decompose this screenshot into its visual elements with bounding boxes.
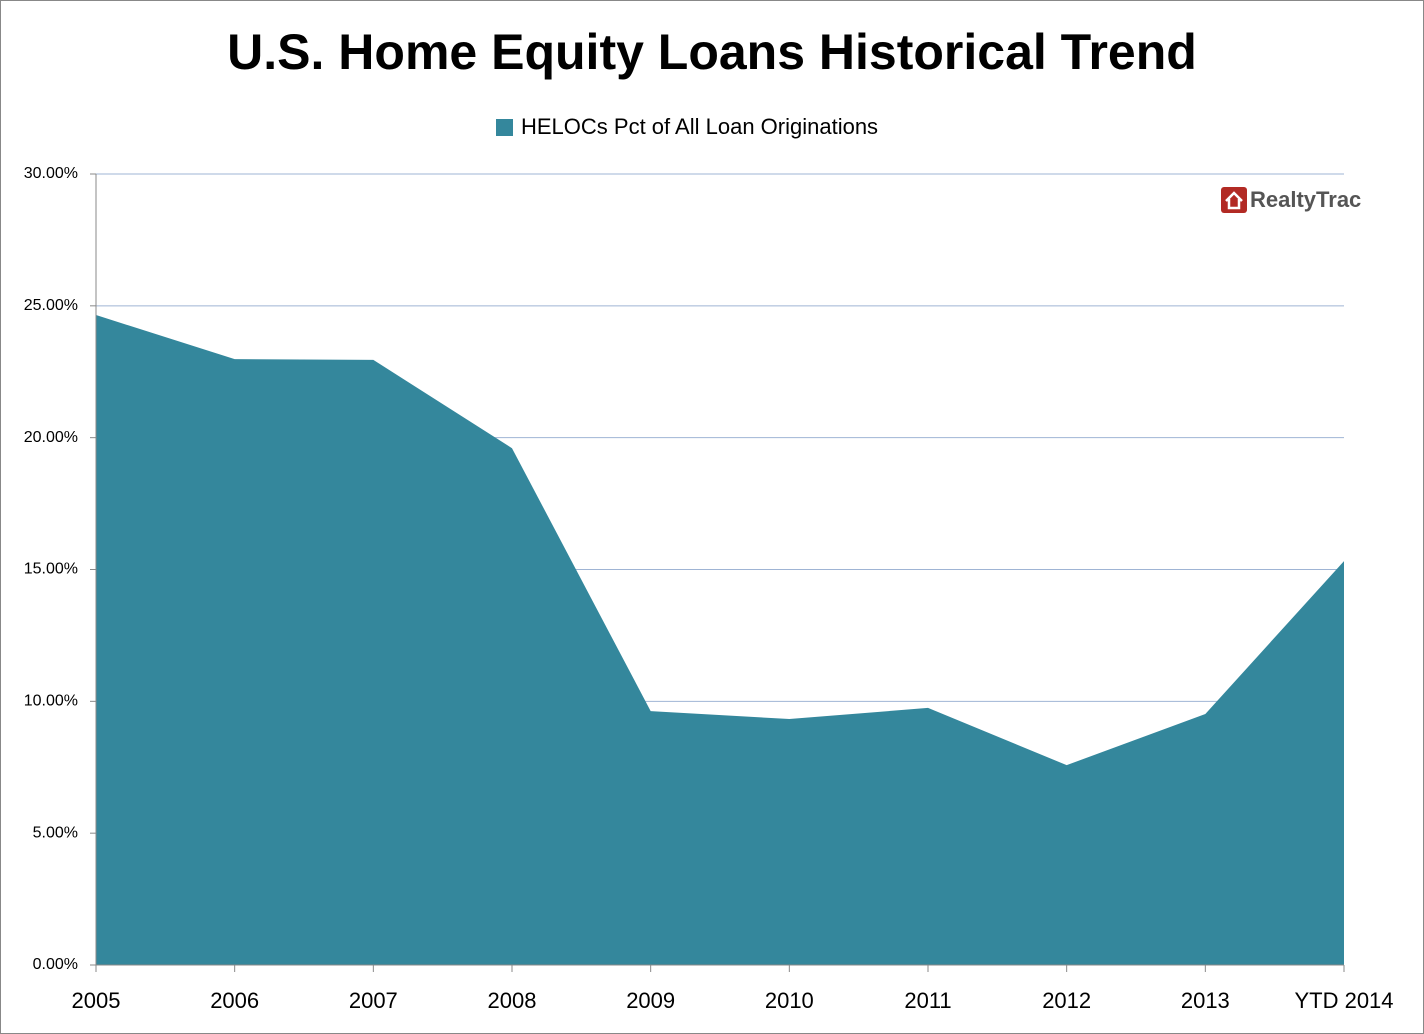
y-tick-label: 25.00% [24,297,78,314]
y-tick-label: 30.00% [24,165,78,182]
x-tick-label: YTD 2014 [1294,988,1393,1013]
y-tick-label: 0.00% [33,956,78,973]
y-tick-label: 20.00% [24,429,78,446]
x-tick-label: 2007 [349,988,398,1013]
logo-text: RealtyTrac [1250,187,1361,212]
x-tick-label: 2012 [1042,988,1091,1013]
legend-label: HELOCs Pct of All Loan Originations [521,114,878,139]
logo-house [1225,191,1243,210]
x-tick-label: 2009 [626,988,675,1013]
legend-swatch [496,119,513,136]
x-tick-label: 2006 [210,988,259,1013]
logo-icon [1221,187,1247,213]
x-tick-label: 2011 [904,988,951,1013]
x-tick-label: 2013 [1181,988,1230,1013]
chart-title: U.S. Home Equity Loans Historical Trend [227,24,1197,80]
area [96,315,1344,966]
x-tick-label: 2008 [488,988,537,1013]
y-tick-label: 15.00% [24,561,78,578]
x-tick-label: 2010 [765,988,814,1013]
logo: RealtyTrac [1221,187,1361,213]
y-tick-label: 5.00% [33,824,78,841]
y-tick-label: 10.00% [24,693,78,710]
x-tick-label: 2005 [72,988,121,1013]
